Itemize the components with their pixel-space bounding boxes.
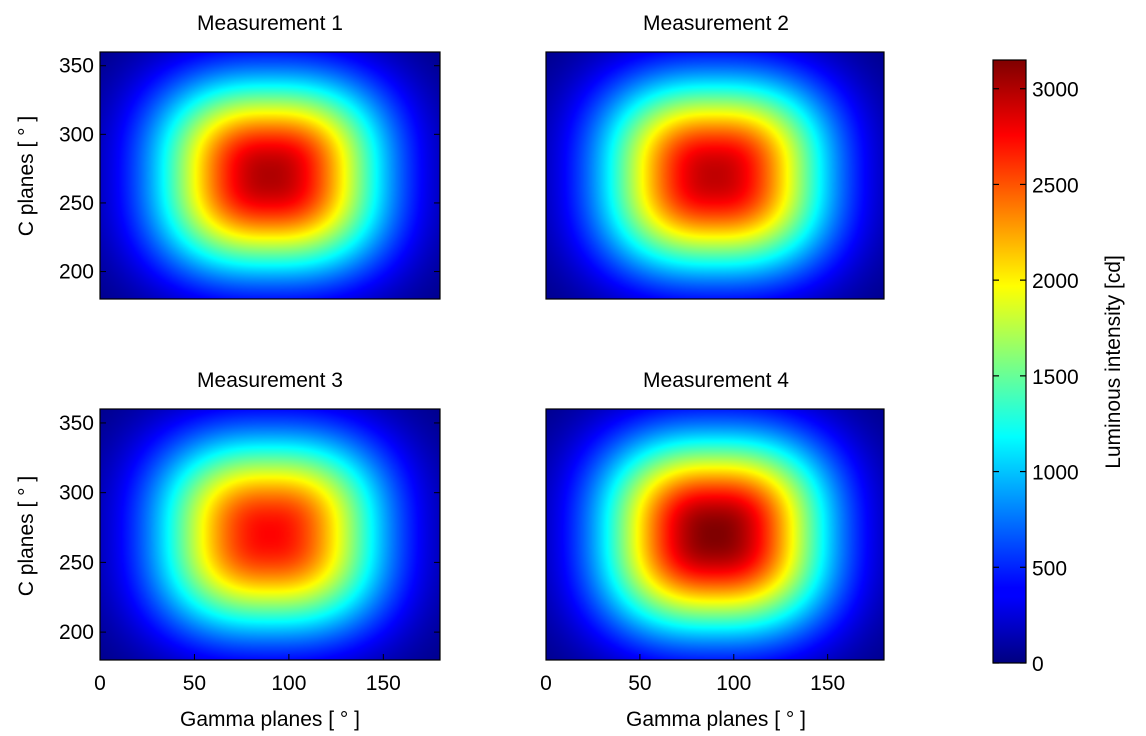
y-axis-ticks: 200 250 300 350 [59,55,440,284]
y-tick-label: 200 [59,621,94,644]
y-tick-label: 350 [59,412,94,435]
y-tick-label: 350 [59,55,94,78]
panel-measurement-2: Measurement 2 [545,12,885,300]
y-tick-label: 200 [59,261,94,284]
x-tick-label: 150 [366,672,401,695]
y-tick-label: 300 [59,123,94,146]
x-tick-label: 50 [183,672,206,695]
x-tick-label: 100 [716,672,751,695]
y-tick-label: 300 [59,482,94,505]
colorbar-tick-label: 1500 [1032,366,1079,389]
panel-measurement-3: Measurement 3 200 250 300 350 0 50 100 150 C p… [15,369,441,731]
x-axis-ticks: 0 50 100 150 [540,654,845,695]
heatmap-image [100,52,440,299]
panel-title: Measurement 3 [197,369,343,392]
x-tick-label: 0 [94,672,106,695]
colorbar-tick-label: 2000 [1032,270,1079,293]
panel-measurement-1: Measurement 1 200 250 300 350 C planes [ ° … [15,12,441,300]
x-tick-label: 150 [810,672,845,695]
x-tick-label: 0 [540,672,552,695]
colorbar-tick-label: 2500 [1032,174,1079,197]
colorbar-label: Luminous intensity [cd] [1102,255,1125,469]
y-axis-label: C planes [ ° ] [15,116,38,236]
x-axis-label: Gamma planes [ ° ] [626,708,806,731]
colorbar: 0 500 1000 1500 2000 2500 3000 Luminous intens… [992,59,1125,676]
heatmap-image [100,409,440,660]
plot-frame [545,408,885,661]
y-tick-label: 250 [59,551,94,574]
y-axis-ticks: 200 250 300 350 [59,412,440,644]
colorbar-tick-label: 1000 [1032,462,1079,485]
panel-title: Measurement 4 [643,369,789,392]
panel-measurement-4: Measurement 4 0 50 100 150 Gamma planes [ °… [540,369,885,731]
heatmap-image [546,409,884,660]
colorbar-tick-label: 0 [1032,653,1044,676]
plot-frame [99,51,441,300]
heatmap-image [546,52,884,299]
panel-title: Measurement 2 [643,12,789,35]
x-tick-label: 50 [628,672,651,695]
plot-frame [99,408,441,661]
y-axis-label: C planes [ ° ] [15,476,38,596]
y-tick-label: 250 [59,192,94,215]
colorbar-frame [992,59,1027,664]
x-axis-ticks: 0 50 100 150 [94,654,401,695]
colorbar-tick-label: 3000 [1032,79,1079,102]
panel-title: Measurement 1 [197,12,343,35]
colorbar-gradient [993,60,1026,663]
x-tick-label: 100 [271,672,306,695]
colorbar-ticks: 0 500 1000 1500 2000 2500 3000 [993,79,1079,676]
x-axis-label: Gamma planes [ ° ] [180,708,360,731]
plot-frame [545,51,885,300]
colorbar-tick-label: 500 [1032,557,1067,580]
